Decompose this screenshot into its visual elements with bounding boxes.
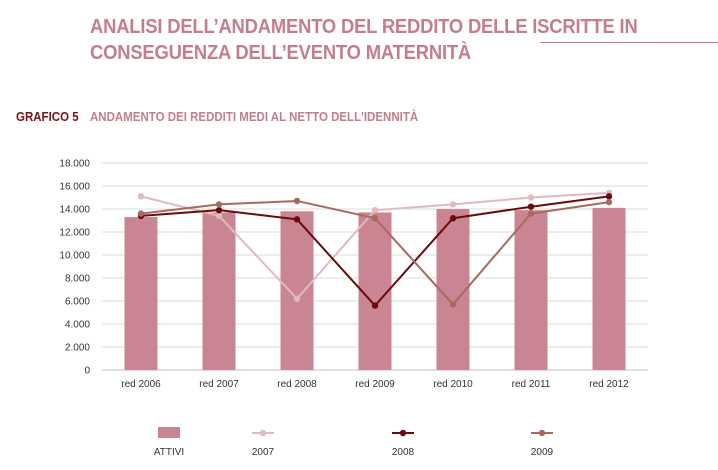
y-tick-label: 4.000 xyxy=(65,320,90,331)
bar-attivi-5 xyxy=(514,210,548,370)
legend-label: 2008 xyxy=(392,447,415,458)
x-tick-label: red 2012 xyxy=(589,379,629,390)
point-2009-4 xyxy=(449,301,457,308)
legend-label: 2007 xyxy=(252,447,275,458)
point-2009-5 xyxy=(527,210,535,217)
legend-item-2007: 2007 xyxy=(252,429,275,458)
x-tick-label: red 2008 xyxy=(277,379,317,390)
bar-series xyxy=(124,207,626,370)
point-2009-3 xyxy=(371,215,379,222)
y-tick-label: 8.000 xyxy=(65,274,90,285)
x-tick-label: red 2010 xyxy=(433,379,473,390)
y-tick-label: 16.000 xyxy=(59,182,90,193)
legend-marker xyxy=(399,429,407,437)
legend-marker xyxy=(538,429,546,437)
legend-swatch xyxy=(158,427,180,438)
x-axis-tick-labels: red 2006 red 2007 red 2008 red 2009 red 2010… xyxy=(121,379,629,390)
point-2008-3 xyxy=(371,302,379,309)
point-2007-0 xyxy=(137,193,145,200)
legend-item-2008: 2008 xyxy=(392,429,415,458)
point-2008-5 xyxy=(527,203,535,210)
bar-attivi-3 xyxy=(358,212,392,370)
legend-item-attivi: ATTIVI xyxy=(154,427,184,458)
point-2009-2 xyxy=(293,197,301,205)
point-2008-4 xyxy=(449,215,457,222)
point-2007-1 xyxy=(215,212,223,220)
legend-marker xyxy=(259,429,267,437)
x-tick-label: red 2007 xyxy=(199,379,239,390)
y-tick-label: 6.000 xyxy=(65,297,90,308)
point-2009-0 xyxy=(137,210,145,217)
point-2007-5 xyxy=(527,194,535,201)
y-tick-label: 10.000 xyxy=(59,251,90,262)
legend-label: 2009 xyxy=(531,447,554,458)
bar-attivi-1 xyxy=(202,212,236,370)
point-2008-6 xyxy=(605,193,613,200)
y-tick-label: 12.000 xyxy=(59,228,90,239)
figure-label: GRAFICO 5 xyxy=(16,110,79,124)
page-title: ANALISI DELL’ANDAMENTO DEL REDDITO DELLE… xyxy=(90,16,638,64)
legend-label: ATTIVI xyxy=(154,447,184,458)
y-tick-label: 0 xyxy=(84,366,90,377)
point-2009-1 xyxy=(215,201,223,208)
point-2008-1 xyxy=(215,206,223,214)
figure-caption: ANDAMENTO DEI REDDITI MEDI AL NETTO DELL… xyxy=(90,110,419,124)
title-rule xyxy=(540,42,718,43)
point-2007-3 xyxy=(371,206,379,214)
x-tick-label: red 2009 xyxy=(355,379,395,390)
y-tick-label: 2.000 xyxy=(65,343,90,354)
point-2009-6 xyxy=(605,198,613,206)
bar-attivi-0 xyxy=(124,217,158,370)
legend-item-2009: 2009 xyxy=(531,429,554,458)
point-2008-2 xyxy=(293,216,301,223)
point-2007-4 xyxy=(449,201,457,208)
point-2007-2 xyxy=(293,295,301,302)
y-tick-label: 14.000 xyxy=(59,205,90,216)
bar-attivi-2 xyxy=(280,211,314,370)
bar-attivi-4 xyxy=(436,209,470,370)
line-series xyxy=(137,189,613,309)
legend: ATTIVI 2007 2008 2009 xyxy=(154,427,554,458)
x-tick-label: red 2006 xyxy=(121,379,161,390)
y-tick-label: 18.000 xyxy=(59,159,90,170)
x-tick-label: red 2011 xyxy=(512,379,551,390)
y-axis-tick-labels: 0 2.000 4.000 6.000 8.000 10.000 12.000 14.000 1… xyxy=(59,159,90,377)
bar-attivi-6 xyxy=(592,207,626,370)
